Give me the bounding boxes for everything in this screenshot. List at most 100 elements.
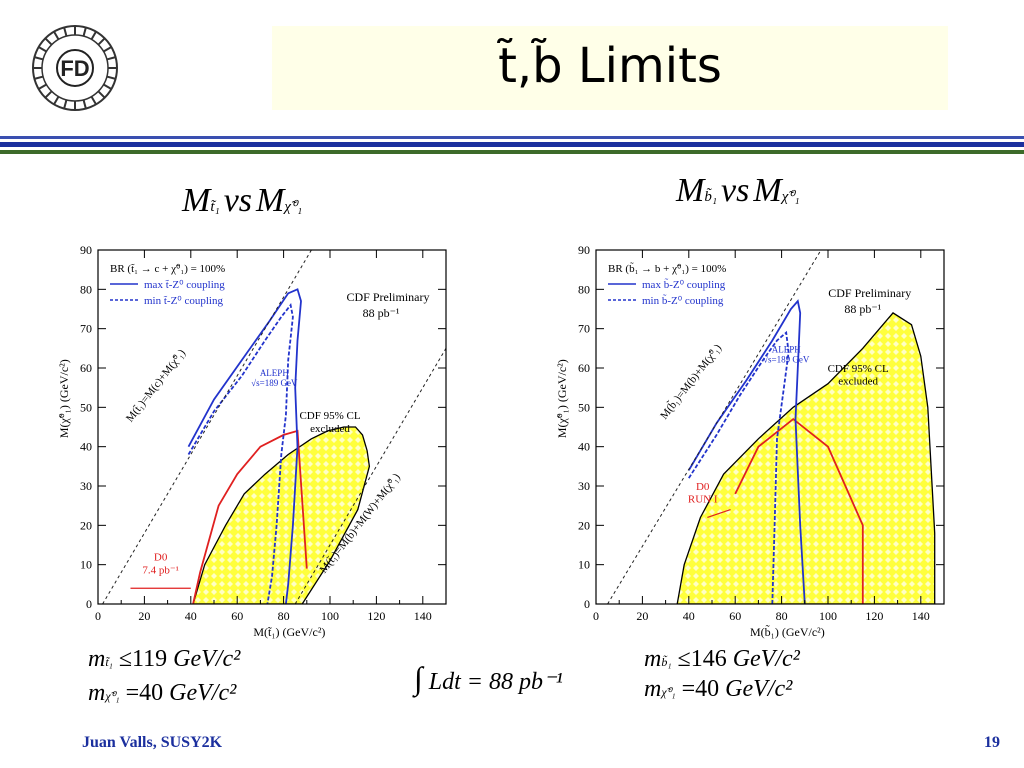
d0-label-line: D0 — [696, 481, 710, 493]
logo-spoke — [90, 31, 97, 40]
heading-vs: vs — [223, 182, 253, 219]
series-line-m-b-m-b-m — [607, 250, 822, 604]
heading-sub: χ̃⁰₁ — [781, 189, 800, 205]
x-tick-label: 120 — [367, 609, 385, 623]
excluded-label-line: CDF 95% CL — [299, 410, 360, 422]
y-tick-label: 90 — [80, 243, 92, 257]
header-rule-blue-2 — [0, 142, 1024, 147]
aleph-label-line: √s=189 GeV — [251, 378, 298, 388]
d0-arrow — [707, 509, 731, 519]
logo-spoke — [44, 90, 53, 99]
formula-value: 40 — [139, 680, 164, 706]
logo-spoke — [106, 75, 116, 80]
y-axis-label: M(χ̃⁰₁) (GeV/c²) — [555, 359, 569, 438]
logo-spoke — [34, 56, 44, 61]
logo-spoke — [90, 96, 97, 105]
x-tick-label: 140 — [414, 609, 432, 623]
formula-m: m — [88, 680, 106, 706]
series-line-d0-run-i — [734, 417, 864, 604]
y-tick-label: 50 — [80, 400, 92, 414]
logo-spoke — [63, 99, 68, 109]
formula-relation: = — [681, 676, 696, 702]
legend-header: BR (t̃₁ → c + χ̃⁰₁) = 100% — [110, 263, 225, 275]
formula-value: 146 — [690, 646, 727, 672]
logo-spoke — [103, 83, 112, 90]
d0-label-line: RUN I — [688, 494, 718, 506]
formula-relation: ≤ — [118, 646, 133, 672]
x-tick-label: 40 — [683, 609, 695, 623]
formula-relation: ≤ — [677, 646, 691, 672]
y-tick-label: 70 — [80, 322, 92, 336]
luminosity-label: 88 pb⁻¹ — [844, 302, 881, 316]
series-line-aleph-max-t-z-coupling — [187, 288, 302, 604]
title-box: t̃,b̃ Limits — [272, 26, 948, 110]
y-tick-label: 40 — [578, 440, 590, 454]
series-line-aleph-min-t-z-coupling — [187, 303, 294, 604]
aleph-label: ALEPH √s=189 GeV — [251, 368, 298, 388]
y-tick-label: 10 — [80, 558, 92, 572]
y-tick-label: 80 — [80, 282, 92, 296]
heading-sub: χ̃⁰₁ — [284, 199, 303, 215]
cdf-preliminary-label: CDF Preliminary — [828, 286, 911, 300]
formula-sub: χ̃⁰₁ — [105, 689, 120, 703]
logo-spoke — [82, 27, 87, 37]
heading-vs: vs — [721, 172, 750, 209]
excluded-region — [676, 312, 936, 604]
x-tick-label: 140 — [912, 609, 930, 623]
formula-unit: GeV/c² — [173, 646, 241, 672]
right-result-line-1: mb̃₁ ≤146 GeV/c² — [644, 646, 800, 673]
diagonal-label-upper: M(t̃₁)=M(c)+M(χ̃⁰₁) — [124, 347, 188, 425]
legend-label: max b̃-Z⁰ coupling — [642, 277, 726, 291]
logo-spoke — [97, 37, 106, 46]
x-tick-label: 0 — [95, 609, 101, 623]
header-rule-green — [0, 150, 1024, 154]
x-tick-label: 0 — [593, 609, 599, 623]
heading-m: M — [676, 172, 705, 209]
logo-spoke — [44, 37, 53, 46]
y-tick-label: 50 — [578, 400, 590, 414]
plot-area — [607, 250, 936, 604]
aleph-label: ALEPH √s=189 GeV — [763, 344, 810, 364]
series-line-m-t-m-c-m — [102, 250, 312, 604]
excluded-label: CDF 95% CL excluded — [828, 363, 889, 388]
legend-label: max t̃-Z⁰ coupling — [144, 279, 225, 291]
logo-spoke — [103, 46, 112, 53]
x-tick-label: 80 — [278, 609, 290, 623]
page-number: 19 — [984, 734, 1000, 751]
heading-sub: b̃₁ — [704, 189, 718, 205]
y-tick-label: 70 — [578, 322, 590, 336]
formula-unit: GeV/c² — [169, 680, 237, 706]
formula-m: m — [644, 676, 662, 702]
series-line-aleph-max-b-z-coupling — [688, 299, 806, 604]
plot-frame — [97, 249, 447, 605]
d0-label-line: D0 — [154, 552, 168, 564]
series-line-m-t-m-b-m-w-m — [294, 348, 446, 604]
sbottom-limit-chart: 0 20 40 60 80 100 120 140 0 10 20 30 40 50 60 70 80 90 M(b… — [555, 243, 945, 639]
logo-spoke — [38, 83, 47, 90]
integrated-luminosity: ∫ Ldt = 88 pb⁻¹ — [414, 660, 563, 697]
x-tick-label: 100 — [321, 609, 339, 623]
x-tick-label: 60 — [231, 609, 243, 623]
series-line-d0-excluded — [192, 429, 308, 604]
left-result-line-1: mt̃₁ ≤119 GeV/c² — [88, 646, 240, 673]
logo-spoke — [63, 27, 68, 37]
logo-spoke — [38, 46, 47, 53]
y-tick-label: 10 — [578, 558, 590, 572]
plot-area — [102, 250, 446, 604]
y-tick-label: 60 — [578, 361, 590, 375]
right-result-line-2: mχ̃⁰₁ =40 GeV/c² — [644, 676, 792, 703]
x-tick-label: 100 — [819, 609, 837, 623]
y-tick-label: 20 — [80, 518, 92, 532]
y-tick-label: 40 — [80, 440, 92, 454]
y-tick-label: 30 — [80, 479, 92, 493]
excluded-label-line: excluded — [838, 376, 878, 388]
slide-title: t̃,b̃ Limits — [498, 38, 722, 94]
formula-sub: χ̃⁰₁ — [661, 685, 676, 699]
formula-relation: = — [125, 680, 140, 706]
x-tick-label: 60 — [729, 609, 741, 623]
right-plot-heading: Mb̃₁ vs Mχ̃⁰₁ — [676, 172, 800, 210]
aleph-label-line: ALEPH — [260, 368, 290, 378]
excluded-region — [192, 426, 371, 604]
y-tick-label: 20 — [578, 518, 590, 532]
x-axis-label: M(b̃₁) (GeV/c²) — [750, 624, 825, 639]
